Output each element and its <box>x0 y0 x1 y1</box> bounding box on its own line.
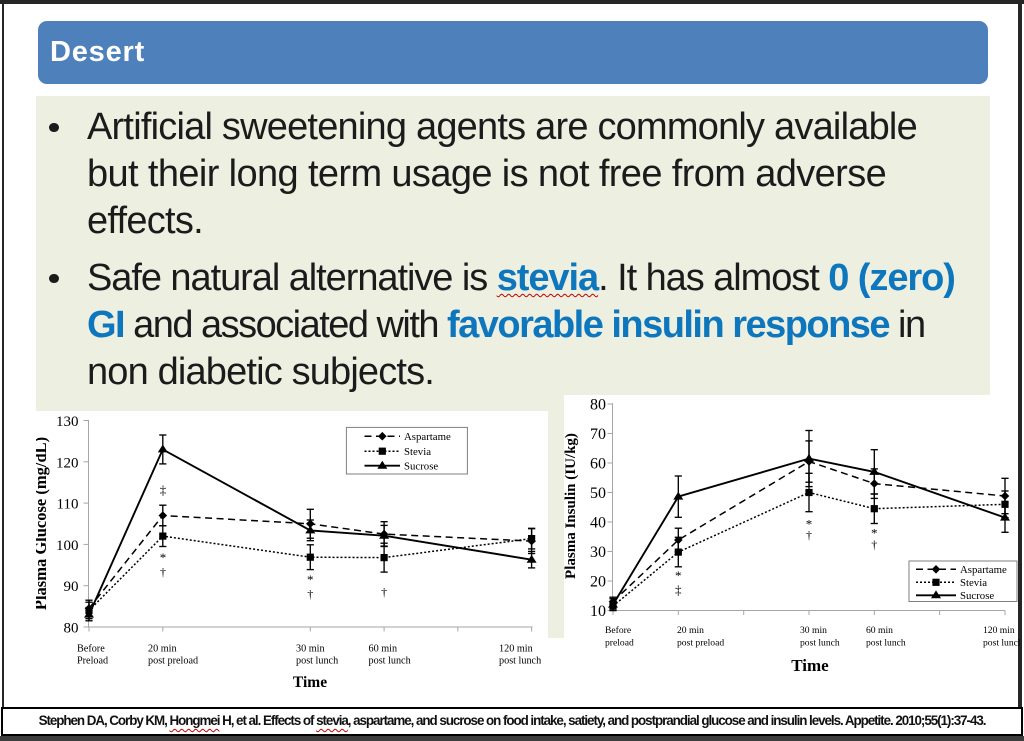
svg-text:‡: ‡ <box>675 582 682 597</box>
svg-text:40: 40 <box>590 515 606 532</box>
svg-text:*: * <box>871 526 878 541</box>
svg-text:‡: ‡ <box>160 482 167 497</box>
svg-text:60: 60 <box>590 456 606 473</box>
svg-text:Before: Before <box>77 644 105 655</box>
svg-text:10: 10 <box>590 603 606 620</box>
svg-text:†: † <box>806 528 812 542</box>
svg-text:20: 20 <box>590 574 606 591</box>
svg-text:*: * <box>806 517 813 532</box>
svg-text:Sucrose: Sucrose <box>404 461 438 473</box>
svg-text:*: * <box>160 550 167 565</box>
svg-text:Stevia: Stevia <box>960 577 987 589</box>
svg-text:70: 70 <box>590 426 606 443</box>
svg-text:20 min: 20 min <box>677 625 704 636</box>
svg-text:60 min: 60 min <box>866 625 893 636</box>
svg-text:30 min: 30 min <box>296 644 325 655</box>
svg-text:post lunch: post lunch <box>800 638 840 649</box>
svg-text:preload: preload <box>605 638 634 649</box>
svg-text:120 min: 120 min <box>983 625 1015 636</box>
svg-text:Plasma Glucose (mg/dL): Plasma Glucose (mg/dL) <box>36 437 50 610</box>
svg-text:†: † <box>381 585 387 599</box>
svg-text:20 min: 20 min <box>148 644 177 655</box>
svg-text:†: † <box>307 587 313 601</box>
svg-text:*: * <box>675 568 682 583</box>
svg-text:110: 110 <box>57 497 79 513</box>
svg-text:post lunch: post lunch <box>866 638 906 649</box>
svg-text:Stevia: Stevia <box>404 446 431 458</box>
svg-text:80: 80 <box>590 397 606 414</box>
svg-text:30 min: 30 min <box>800 625 827 636</box>
svg-text:120 min: 120 min <box>499 644 533 655</box>
svg-text:†: † <box>871 538 877 552</box>
svg-text:post preload: post preload <box>677 638 724 649</box>
svg-text:Time: Time <box>791 656 829 675</box>
svg-text:60 min: 60 min <box>369 644 398 655</box>
svg-text:post lunch: post lunch <box>499 656 541 667</box>
svg-text:Aspartame: Aspartame <box>404 431 451 443</box>
svg-text:30: 30 <box>590 544 606 561</box>
svg-text:90: 90 <box>64 579 79 595</box>
svg-text:post lunch: post lunch <box>296 656 338 667</box>
svg-text:Plasma Insulin (IU/kg): Plasma Insulin (IU/kg) <box>564 433 579 579</box>
svg-text:120: 120 <box>56 455 79 471</box>
svg-text:*: * <box>307 572 314 587</box>
svg-text:Preload: Preload <box>77 656 108 667</box>
svg-text:†: † <box>160 565 166 579</box>
svg-text:Before: Before <box>605 625 631 636</box>
svg-text:Aspartame: Aspartame <box>960 564 1007 576</box>
svg-text:50: 50 <box>590 485 606 502</box>
svg-text:Time: Time <box>293 674 327 691</box>
svg-text:post preload: post preload <box>148 656 198 667</box>
svg-text:post lunch: post lunch <box>369 656 411 667</box>
svg-text:80: 80 <box>64 621 79 637</box>
svg-text:130: 130 <box>56 414 79 430</box>
svg-text:100: 100 <box>56 538 79 554</box>
svg-text:post lunch: post lunch <box>983 638 1020 649</box>
svg-text:Sucrose: Sucrose <box>960 590 994 602</box>
